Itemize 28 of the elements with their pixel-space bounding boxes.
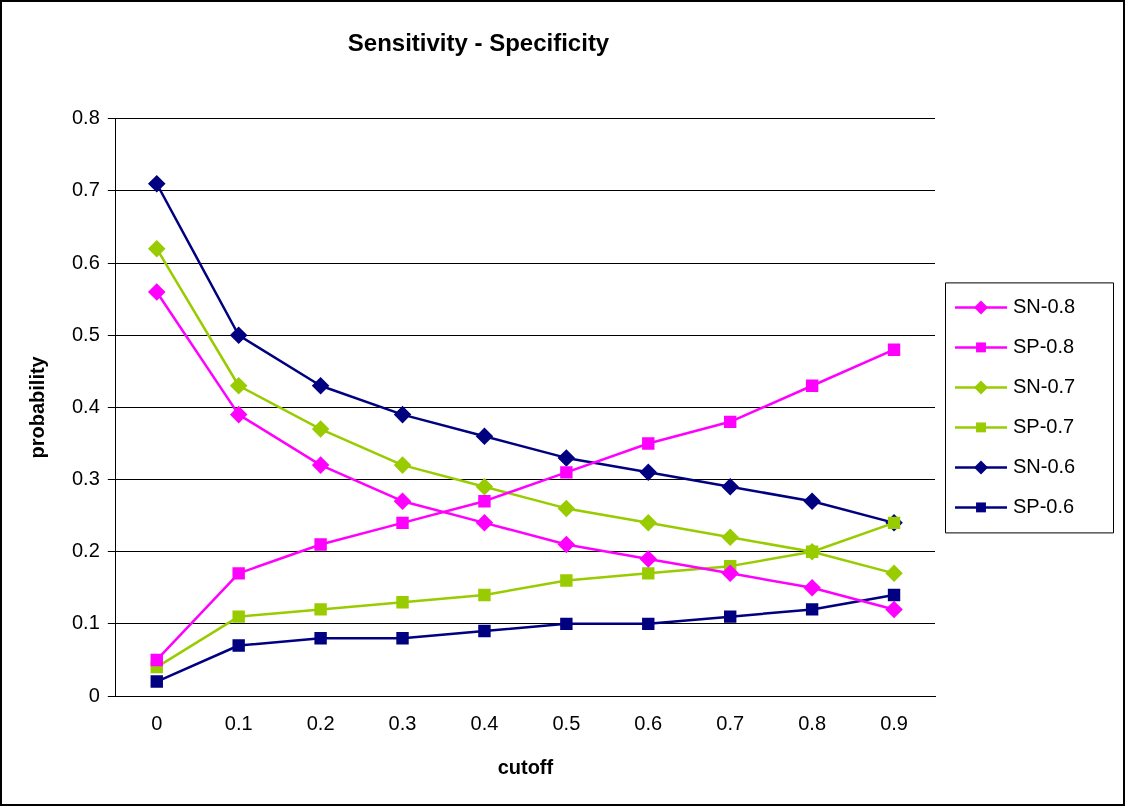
y-tick-label: 0.4 [71, 394, 100, 417]
x-tick-label: 0.9 [880, 711, 908, 734]
y-axis-title: probability [25, 355, 48, 459]
legend-label: SN-0.6 [1013, 454, 1076, 477]
y-tick-label: 0.6 [71, 250, 100, 273]
x-tick-label: 0.1 [224, 711, 253, 734]
x-tick-label: 0.6 [634, 711, 663, 734]
x-tick-label: 0.5 [552, 711, 581, 734]
y-tick-label: 0.7 [71, 178, 100, 201]
legend-label: SP-0.8 [1013, 334, 1075, 357]
y-tick-label: 0.2 [71, 539, 100, 562]
x-axis-title: cutoff [497, 755, 554, 778]
legend-label: SP-0.6 [1013, 494, 1075, 517]
legend-label: SP-0.7 [1013, 414, 1075, 437]
x-tick-label: 0.4 [470, 711, 499, 734]
x-tick-label: 0.2 [306, 711, 335, 734]
x-tick-label: 0.3 [388, 711, 417, 734]
x-tick-label: 0.8 [798, 711, 827, 734]
y-tick-label: 0.3 [71, 467, 100, 490]
legend-label: SN-0.7 [1013, 374, 1076, 397]
x-tick-label: 0.7 [716, 711, 745, 734]
y-tick-label: 0.8 [71, 106, 100, 129]
chart-title: Sensitivity - Specificity [347, 29, 610, 57]
x-tick-label: 0 [151, 711, 163, 734]
y-tick-label: 0 [88, 683, 100, 706]
legend-label: SN-0.8 [1013, 294, 1076, 317]
y-tick-label: 0.1 [71, 611, 100, 634]
y-tick-label: 0.5 [71, 322, 100, 345]
